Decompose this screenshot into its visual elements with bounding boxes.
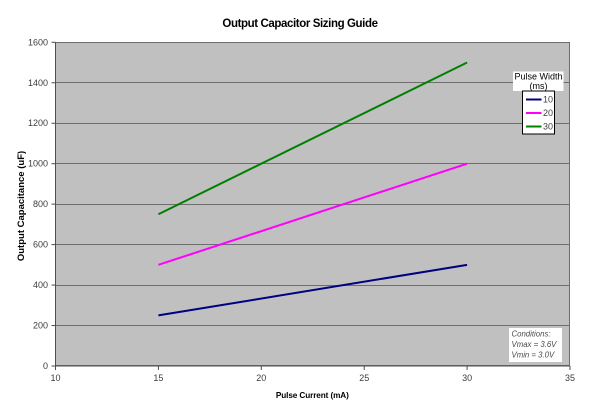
svg-text:30: 30: [462, 373, 472, 383]
svg-text:Vmax = 3.6V: Vmax = 3.6V: [512, 340, 558, 349]
svg-text:400: 400: [33, 280, 48, 290]
svg-text:Output Capacitor Sizing Guide: Output Capacitor Sizing Guide: [222, 18, 377, 30]
svg-text:1600: 1600: [28, 37, 48, 47]
svg-text:30: 30: [543, 122, 553, 132]
svg-text:Conditions:: Conditions:: [512, 330, 551, 339]
svg-text:1000: 1000: [28, 159, 48, 169]
svg-text:200: 200: [33, 321, 48, 331]
svg-text:25: 25: [359, 373, 369, 383]
svg-text:800: 800: [33, 199, 48, 209]
svg-text:10: 10: [50, 373, 60, 383]
svg-text:Pulse Current (mA): Pulse Current (mA): [276, 391, 349, 400]
svg-text:0: 0: [43, 361, 48, 371]
svg-text:35: 35: [565, 373, 575, 383]
svg-text:Vmin = 3.0V: Vmin = 3.0V: [512, 351, 555, 360]
svg-text:Pulse Width: Pulse Width: [514, 72, 562, 82]
svg-text:20: 20: [543, 108, 553, 118]
svg-text:10: 10: [543, 95, 553, 105]
svg-text:600: 600: [33, 240, 48, 250]
svg-text:Output Capacitance (uF): Output Capacitance (uF): [16, 151, 27, 261]
svg-text:1200: 1200: [28, 118, 48, 128]
svg-text:1400: 1400: [28, 78, 48, 88]
svg-text:(ms): (ms): [530, 81, 548, 91]
svg-text:20: 20: [256, 373, 266, 383]
svg-text:15: 15: [153, 373, 163, 383]
